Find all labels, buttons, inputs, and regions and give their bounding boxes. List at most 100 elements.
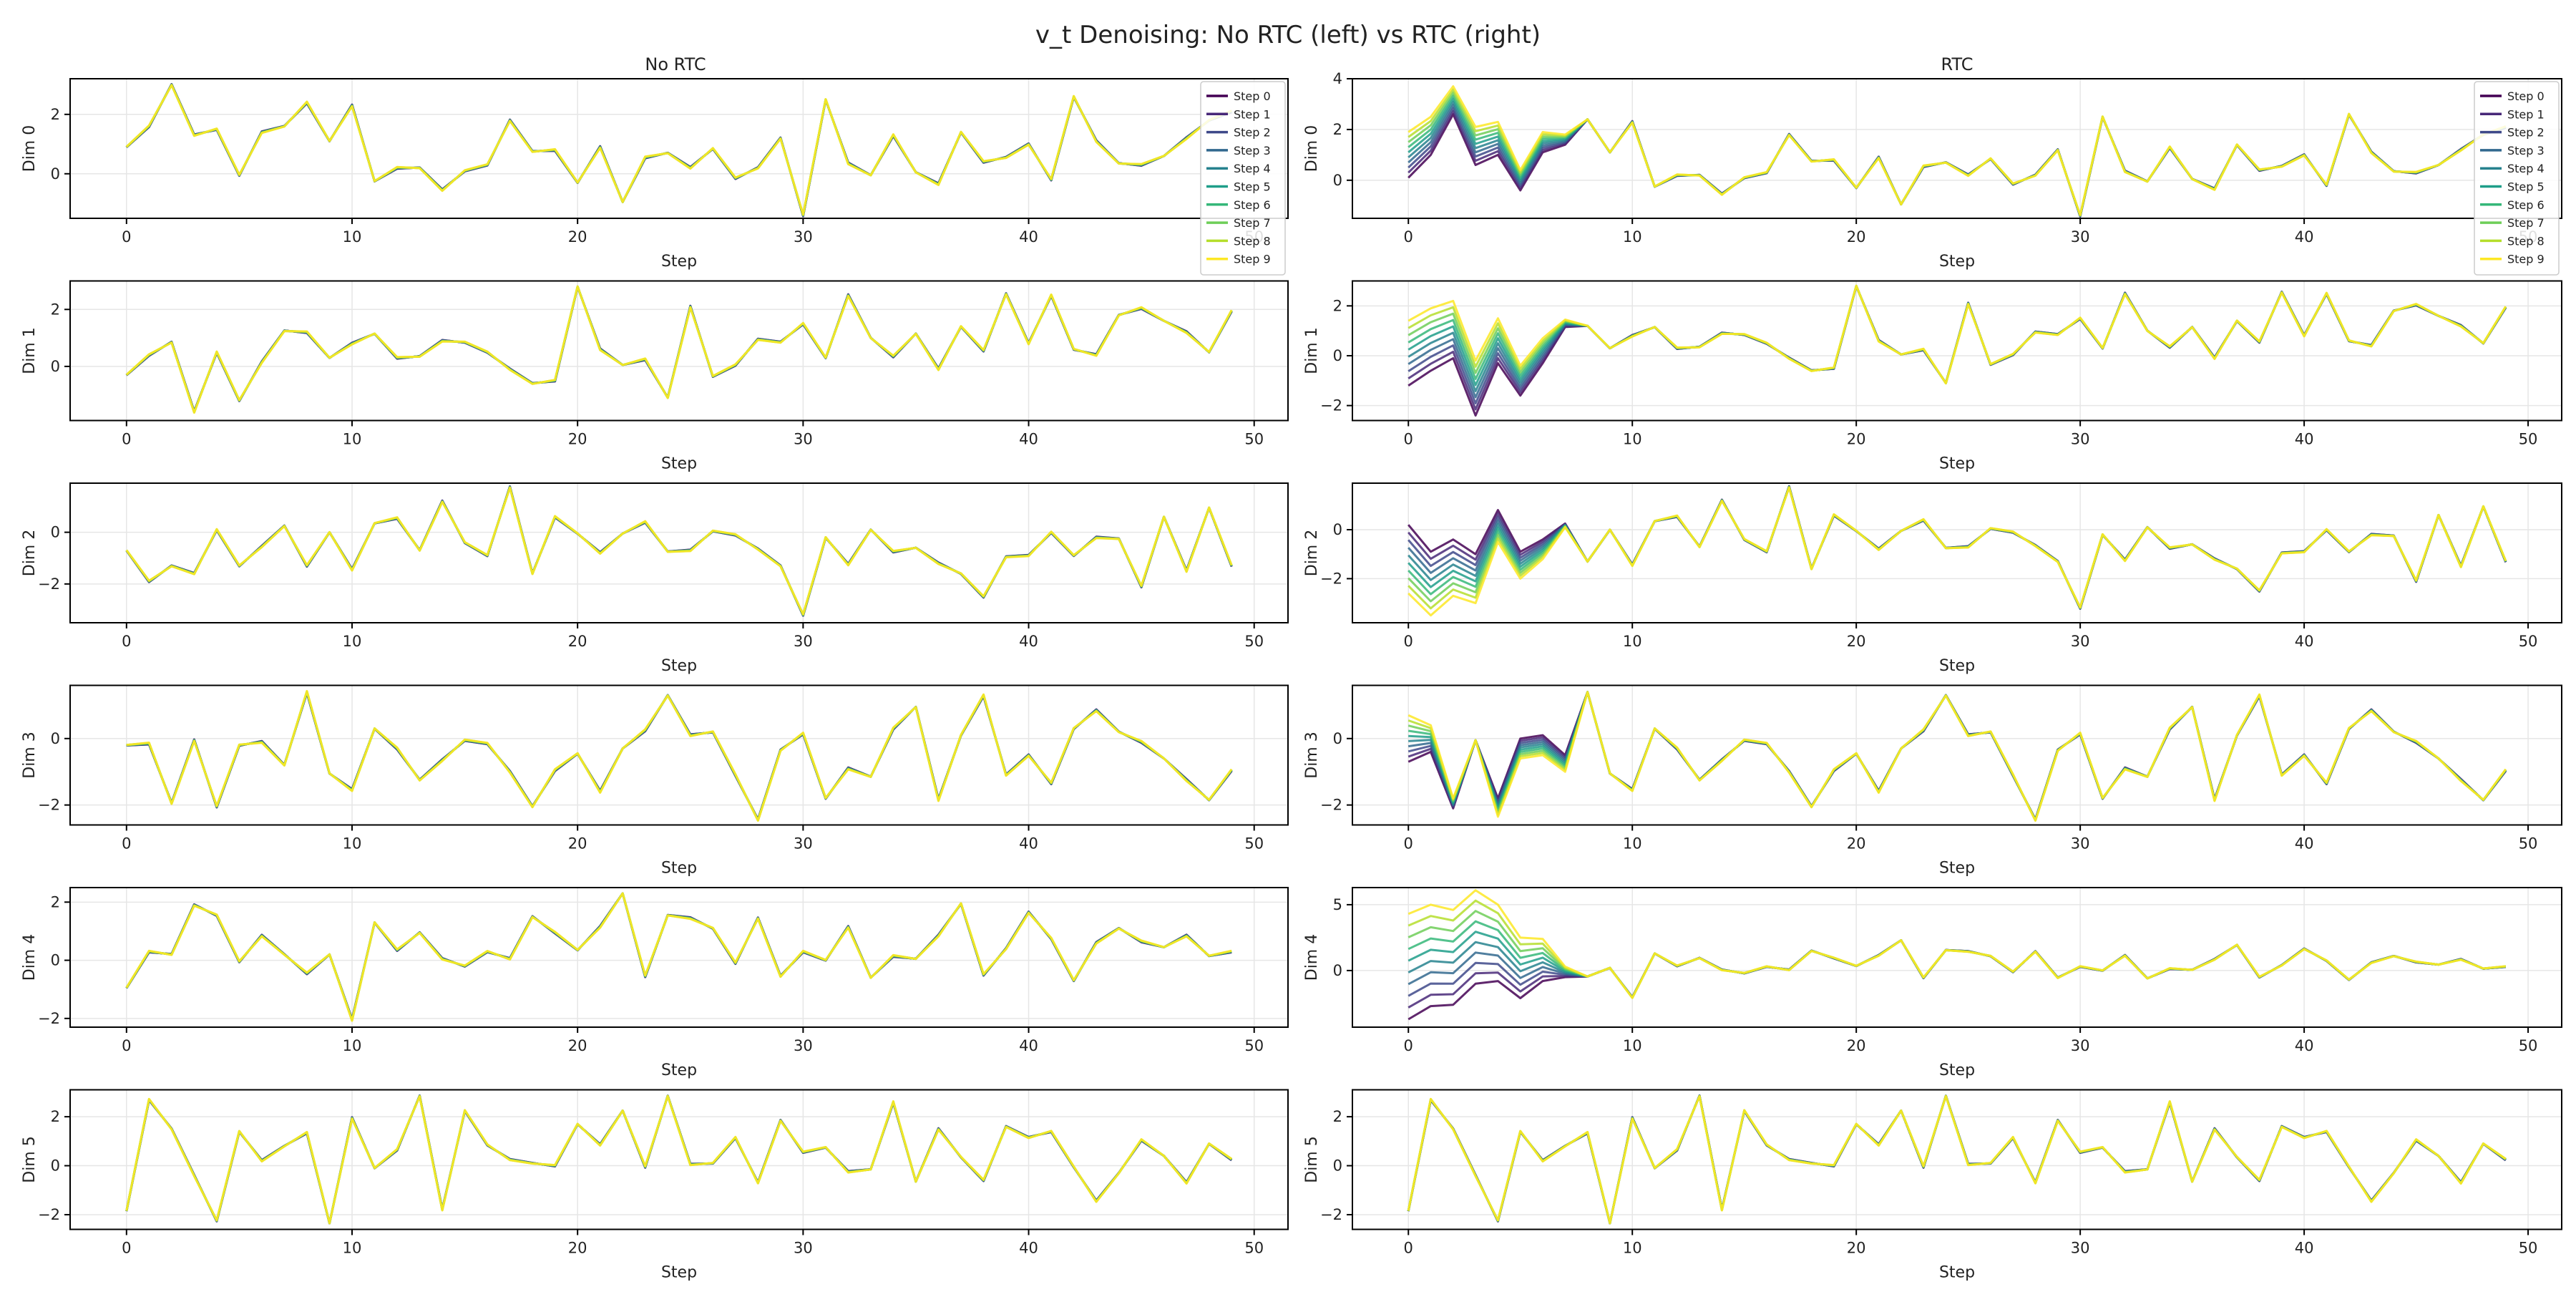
series-line-step-7	[1407, 284, 2507, 384]
legend-label-step-6: Step 6	[1234, 198, 1271, 212]
series-line-step-9	[1407, 889, 2506, 999]
y-axis-label: Dim 2	[21, 530, 39, 576]
series-line-step-1	[125, 892, 1232, 1021]
x-axis-label: Step	[1939, 860, 1975, 878]
series-line-step-1	[1407, 1094, 2507, 1225]
x-tick-label: 10	[1623, 431, 1642, 448]
y-tick-label: 2	[51, 301, 60, 318]
series-line-step-5	[1408, 691, 2507, 822]
series-line-step-2	[1407, 939, 2506, 999]
y-tick-label: 0	[1333, 962, 1342, 979]
y-axis-label: Dim 0	[1303, 125, 1321, 172]
series-line-step-8	[1407, 1094, 2507, 1225]
legend-rtc: Step 0 Step 1 Step 2 Step 3 Step 4 Step 5 Step…	[2474, 81, 2560, 276]
series-group	[125, 1094, 1233, 1225]
series-line-step-7	[125, 1094, 1233, 1225]
series-line-step-5	[125, 83, 1232, 217]
series-line-step-6	[125, 1094, 1233, 1225]
subplot-no-rtc-dim4: 0 10 20 30 40 50 Step −2 0 2 Dim 4	[21, 887, 1289, 1079]
series-line-step-6	[125, 84, 1232, 216]
series-line-step-7	[125, 892, 1232, 1021]
y-tick-label: −2	[38, 575, 60, 593]
x-tick-label: 50	[1244, 633, 1264, 650]
x-tick-label: 40	[2295, 633, 2314, 650]
x-tick-label: 20	[1847, 431, 1866, 448]
y-axis-label: Dim 5	[1303, 1136, 1321, 1182]
y-tick-label: 0	[51, 730, 60, 747]
legend-label-step-7: Step 7	[1234, 216, 1271, 230]
x-tick-label: 40	[2295, 431, 2314, 448]
x-tick-label: 30	[2071, 228, 2090, 246]
x-tick-label: 40	[1019, 633, 1038, 650]
x-tick-label: 0	[1404, 835, 1413, 853]
y-tick-label: −2	[1320, 570, 1342, 587]
y-axis-label: Dim 2	[1303, 530, 1321, 576]
series-line-step-2	[125, 1094, 1233, 1225]
legend-label-step-8: Step 8	[2507, 234, 2545, 248]
subplot-no-rtc-dim2: 0 10 20 30 40 50 Step −2 0 Dim 2	[21, 482, 1289, 675]
legend-label-step-0: Step 0	[2507, 89, 2545, 103]
series-line-step-4	[125, 1094, 1233, 1225]
figure-title: v_t Denoising: No RTC (left) vs RTC (rig…	[1035, 21, 1541, 49]
x-axis-label: Step	[661, 455, 697, 473]
series-line-step-4	[126, 691, 1233, 821]
x-tick-label: 20	[568, 431, 587, 448]
series-line-step-0	[1407, 691, 2507, 821]
legend-label-step-9: Step 9	[1234, 253, 1271, 266]
series-line-step-6	[1407, 1094, 2507, 1225]
y-tick-label: 2	[1333, 1108, 1342, 1125]
y-tick-label: 0	[1333, 172, 1342, 189]
series-line-step-4	[1407, 285, 2507, 392]
x-tick-label: 30	[2071, 1240, 2090, 1257]
x-tick-label: 10	[343, 633, 362, 650]
x-tick-label: 30	[794, 835, 813, 853]
y-tick-label: 4	[1333, 70, 1342, 87]
x-axis-label: Step	[1939, 455, 1975, 473]
x-tick-label: 40	[2295, 1037, 2314, 1054]
y-tick-label: −2	[38, 797, 60, 814]
x-axis-label: Step	[661, 1062, 697, 1079]
y-axis-label: Dim 0	[21, 125, 39, 172]
series-line-step-4	[125, 892, 1232, 1021]
legend-label-step-4: Step 4	[2507, 162, 2545, 175]
series-line-step-0	[1407, 1094, 2507, 1225]
y-axis-label: Dim 4	[21, 934, 39, 981]
series-group	[1407, 284, 2507, 417]
x-tick-label: 40	[1019, 835, 1038, 853]
series-line-step-8	[125, 892, 1232, 1022]
axes-frame	[1352, 78, 2562, 219]
series-line-step-2	[126, 691, 1233, 821]
y-tick-label: 2	[51, 1108, 60, 1125]
x-tick-label: 20	[1847, 835, 1866, 853]
series-line-step-5	[1407, 931, 2506, 999]
x-tick-label: 0	[122, 835, 131, 853]
x-tick-label: 40	[2295, 228, 2314, 246]
series-line-step-9	[125, 486, 1233, 616]
series-line-step-3	[1407, 691, 2507, 821]
series-line-step-5	[1407, 284, 2507, 387]
series-line-step-8	[125, 1094, 1233, 1225]
y-tick-label: 0	[1333, 347, 1342, 364]
x-tick-label: 0	[122, 633, 131, 650]
series-line-step-2	[1407, 107, 2507, 218]
subplot-rtc-dim3: 0 10 20 30 40 50 Step −2 0 Dim 3	[1303, 684, 2562, 878]
x-tick-label: 10	[343, 1037, 362, 1054]
series-line-step-7	[1407, 910, 2506, 999]
series-line-step-6	[1407, 94, 2507, 217]
series-line-step-6	[1407, 920, 2506, 999]
series-line-step-7	[1407, 691, 2507, 822]
axes-frame	[1352, 1089, 2562, 1230]
x-tick-label: 30	[794, 1240, 813, 1257]
series-line-step-1	[125, 1094, 1233, 1225]
x-tick-label: 40	[1019, 1037, 1038, 1054]
legend-label-step-8: Step 8	[1234, 234, 1271, 248]
x-tick-label: 10	[343, 835, 362, 853]
series-line-step-3	[126, 691, 1233, 821]
y-tick-label: 0	[1333, 1157, 1342, 1175]
legend-label-step-5: Step 5	[2507, 180, 2545, 194]
series-line-step-8	[1407, 899, 2506, 999]
series-line-step-1	[1407, 110, 2507, 218]
series-line-step-9	[125, 1094, 1233, 1225]
